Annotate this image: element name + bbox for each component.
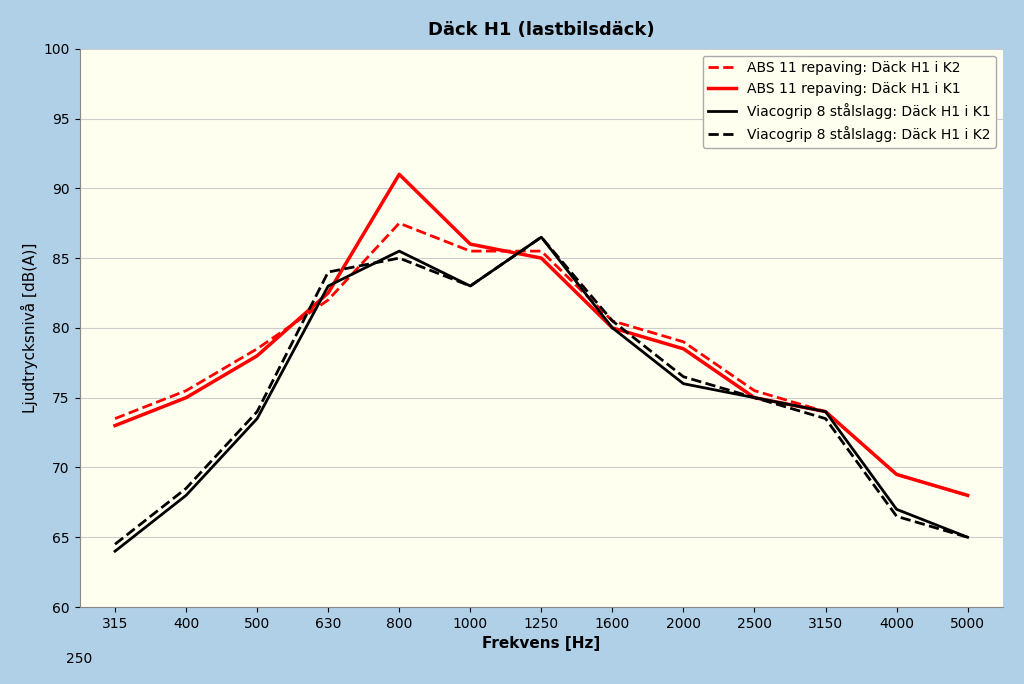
Viacogrip 8 stålslagg: Däck H1 i K1: (12, 65): Däck H1 i K1: (12, 65): [962, 533, 974, 541]
Viacogrip 8 stålslagg: Däck H1 i K1: (7, 80): Däck H1 i K1: (7, 80): [606, 324, 618, 332]
Viacogrip 8 stålslagg: Däck H1 i K2: (11, 66.5): Däck H1 i K2: (11, 66.5): [891, 512, 903, 521]
Title: Däck H1 (lastbilsdäck): Däck H1 (lastbilsdäck): [428, 21, 654, 39]
ABS 11 repaving: Däck H1 i K1: (11, 69.5): Däck H1 i K1: (11, 69.5): [891, 471, 903, 479]
Viacogrip 8 stålslagg: Däck H1 i K1: (5, 83): Däck H1 i K1: (5, 83): [464, 282, 476, 290]
Viacogrip 8 stålslagg: Däck H1 i K1: (8, 76): Däck H1 i K1: (8, 76): [677, 380, 689, 388]
Viacogrip 8 stålslagg: Däck H1 i K1: (9, 75): Däck H1 i K1: (9, 75): [749, 393, 761, 402]
ABS 11 repaving: Däck H1 i K2: (5, 85.5): Däck H1 i K2: (5, 85.5): [464, 247, 476, 255]
Viacogrip 8 stålslagg: Däck H1 i K2: (8, 76.5): Däck H1 i K2: (8, 76.5): [677, 373, 689, 381]
ABS 11 repaving: Däck H1 i K2: (8, 79): Däck H1 i K2: (8, 79): [677, 338, 689, 346]
Viacogrip 8 stålslagg: Däck H1 i K1: (11, 67): Däck H1 i K1: (11, 67): [891, 505, 903, 514]
Line: ABS 11 repaving: Däck H1 i K1: ABS 11 repaving: Däck H1 i K1: [115, 174, 968, 495]
Viacogrip 8 stålslagg: Däck H1 i K2: (3, 84): Däck H1 i K2: (3, 84): [322, 268, 334, 276]
ABS 11 repaving: Däck H1 i K2: (3, 82): Däck H1 i K2: (3, 82): [322, 296, 334, 304]
Viacogrip 8 stålslagg: Däck H1 i K2: (1, 68.5): Däck H1 i K2: (1, 68.5): [180, 484, 193, 492]
Viacogrip 8 stålslagg: Däck H1 i K2: (10, 73.5): Däck H1 i K2: (10, 73.5): [819, 415, 831, 423]
ABS 11 repaving: Däck H1 i K1: (6, 85): Däck H1 i K1: (6, 85): [536, 254, 548, 262]
ABS 11 repaving: Däck H1 i K1: (4, 91): Däck H1 i K1: (4, 91): [393, 170, 406, 179]
Viacogrip 8 stålslagg: Däck H1 i K1: (2, 73.5): Däck H1 i K1: (2, 73.5): [251, 415, 263, 423]
Viacogrip 8 stålslagg: Däck H1 i K2: (0, 64.5): Däck H1 i K2: (0, 64.5): [109, 540, 121, 549]
Legend: ABS 11 repaving: Däck H1 i K2, ABS 11 repaving: Däck H1 i K1, Viacogrip 8 stålsl: ABS 11 repaving: Däck H1 i K2, ABS 11 re…: [702, 55, 996, 148]
ABS 11 repaving: Däck H1 i K1: (9, 75): Däck H1 i K1: (9, 75): [749, 393, 761, 402]
Line: Viacogrip 8 stålslagg: Däck H1 i K1: Viacogrip 8 stålslagg: Däck H1 i K1: [115, 237, 968, 551]
Viacogrip 8 stålslagg: Däck H1 i K1: (0, 64): Däck H1 i K1: (0, 64): [109, 547, 121, 555]
ABS 11 repaving: Däck H1 i K1: (10, 74): Däck H1 i K1: (10, 74): [819, 408, 831, 416]
Text: 250: 250: [67, 652, 92, 666]
ABS 11 repaving: Däck H1 i K2: (2, 78.5): Däck H1 i K2: (2, 78.5): [251, 345, 263, 353]
ABS 11 repaving: Däck H1 i K1: (5, 86): Däck H1 i K1: (5, 86): [464, 240, 476, 248]
ABS 11 repaving: Däck H1 i K2: (0, 73.5): Däck H1 i K2: (0, 73.5): [109, 415, 121, 423]
Viacogrip 8 stålslagg: Däck H1 i K1: (1, 68): Däck H1 i K1: (1, 68): [180, 491, 193, 499]
ABS 11 repaving: Däck H1 i K1: (3, 82.5): Däck H1 i K1: (3, 82.5): [322, 289, 334, 297]
ABS 11 repaving: Däck H1 i K2: (4, 87.5): Däck H1 i K2: (4, 87.5): [393, 219, 406, 227]
Viacogrip 8 stålslagg: Däck H1 i K2: (2, 74): Däck H1 i K2: (2, 74): [251, 408, 263, 416]
ABS 11 repaving: Däck H1 i K1: (0, 73): Däck H1 i K1: (0, 73): [109, 421, 121, 430]
ABS 11 repaving: Däck H1 i K1: (12, 68): Däck H1 i K1: (12, 68): [962, 491, 974, 499]
ABS 11 repaving: Däck H1 i K2: (6, 85.5): Däck H1 i K2: (6, 85.5): [536, 247, 548, 255]
Viacogrip 8 stålslagg: Däck H1 i K2: (4, 85): Däck H1 i K2: (4, 85): [393, 254, 406, 262]
ABS 11 repaving: Däck H1 i K1: (7, 80): Däck H1 i K1: (7, 80): [606, 324, 618, 332]
ABS 11 repaving: Däck H1 i K2: (1, 75.5): Däck H1 i K2: (1, 75.5): [180, 386, 193, 395]
Viacogrip 8 stålslagg: Däck H1 i K1: (3, 83): Däck H1 i K1: (3, 83): [322, 282, 334, 290]
ABS 11 repaving: Däck H1 i K2: (10, 74): Däck H1 i K2: (10, 74): [819, 408, 831, 416]
ABS 11 repaving: Däck H1 i K2: (12, 68): Däck H1 i K2: (12, 68): [962, 491, 974, 499]
ABS 11 repaving: Däck H1 i K2: (11, 69.5): Däck H1 i K2: (11, 69.5): [891, 471, 903, 479]
ABS 11 repaving: Däck H1 i K1: (8, 78.5): Däck H1 i K1: (8, 78.5): [677, 345, 689, 353]
Viacogrip 8 stålslagg: Däck H1 i K1: (4, 85.5): Däck H1 i K1: (4, 85.5): [393, 247, 406, 255]
Line: Viacogrip 8 stålslagg: Däck H1 i K2: Viacogrip 8 stålslagg: Däck H1 i K2: [115, 237, 968, 544]
Viacogrip 8 stålslagg: Däck H1 i K2: (5, 83): Däck H1 i K2: (5, 83): [464, 282, 476, 290]
Viacogrip 8 stålslagg: Däck H1 i K2: (7, 80.5): Däck H1 i K2: (7, 80.5): [606, 317, 618, 325]
Viacogrip 8 stålslagg: Däck H1 i K2: (9, 75): Däck H1 i K2: (9, 75): [749, 393, 761, 402]
ABS 11 repaving: Däck H1 i K1: (2, 78): Däck H1 i K1: (2, 78): [251, 352, 263, 360]
Viacogrip 8 stålslagg: Däck H1 i K1: (6, 86.5): Däck H1 i K1: (6, 86.5): [536, 233, 548, 241]
Y-axis label: Ljudtrycksnivå [dB(A)]: Ljudtrycksnivå [dB(A)]: [20, 243, 38, 413]
ABS 11 repaving: Däck H1 i K1: (1, 75): Däck H1 i K1: (1, 75): [180, 393, 193, 402]
Viacogrip 8 stålslagg: Däck H1 i K1: (10, 74): Däck H1 i K1: (10, 74): [819, 408, 831, 416]
ABS 11 repaving: Däck H1 i K2: (7, 80.5): Däck H1 i K2: (7, 80.5): [606, 317, 618, 325]
Viacogrip 8 stålslagg: Däck H1 i K2: (12, 65): Däck H1 i K2: (12, 65): [962, 533, 974, 541]
ABS 11 repaving: Däck H1 i K2: (9, 75.5): Däck H1 i K2: (9, 75.5): [749, 386, 761, 395]
Viacogrip 8 stålslagg: Däck H1 i K2: (6, 86.5): Däck H1 i K2: (6, 86.5): [536, 233, 548, 241]
X-axis label: Frekvens [Hz]: Frekvens [Hz]: [482, 636, 600, 651]
Line: ABS 11 repaving: Däck H1 i K2: ABS 11 repaving: Däck H1 i K2: [115, 223, 968, 495]
